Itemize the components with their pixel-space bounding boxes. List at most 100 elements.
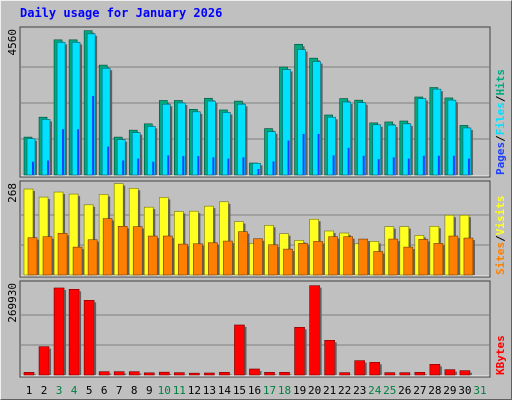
bar-pages [452, 155, 455, 175]
bar-pages [197, 156, 200, 175]
bar-sites-shadow [322, 243, 325, 275]
day-label: 1 [26, 384, 33, 397]
bar-pages [62, 129, 65, 175]
bar-kbytes [219, 372, 230, 376]
bar-pages [362, 155, 365, 175]
bar-sites [208, 242, 218, 276]
bar-sites-shadow [97, 241, 100, 275]
bar-sites-shadow [262, 240, 265, 275]
bar-sites [463, 237, 474, 276]
bar-pages [302, 133, 305, 175]
day-label: 20 [308, 384, 321, 397]
bar-sites [268, 244, 278, 276]
bar-pages [287, 140, 290, 175]
bar-pages [317, 133, 320, 175]
day-label: 18 [278, 384, 291, 397]
bar-sites [253, 238, 263, 276]
bar-sites-shadow [352, 238, 355, 275]
bar-sites [328, 236, 338, 276]
bar-files-shadow [230, 114, 233, 175]
bar-kbytes-shadow [229, 374, 232, 375]
bar-files-shadow [215, 103, 218, 175]
bar-files-shadow [140, 134, 143, 175]
legend-entry: Sites [494, 242, 507, 275]
bar-sites-shadow [397, 241, 400, 275]
bar-files-shadow [395, 127, 398, 175]
panel-max-label: 268 [6, 183, 19, 203]
bar-files-shadow [50, 121, 53, 175]
bar-kbytes [294, 327, 305, 376]
legend-kbytes: KBytes [494, 335, 507, 375]
bar-pages [437, 155, 440, 175]
panel-kbytes [19, 280, 491, 378]
bar-sites-shadow [52, 238, 55, 275]
bar-kbytes-shadow [109, 373, 112, 375]
bar-kbytes [279, 372, 290, 376]
bar-sites [162, 235, 173, 276]
bar-sites-shadow [307, 245, 310, 275]
bar-pages [182, 156, 185, 175]
bar-kbytes [384, 372, 396, 376]
legend-entry: Files [494, 102, 507, 135]
bar-sites [42, 236, 53, 276]
day-label: 8 [131, 384, 138, 397]
bar-files-shadow [245, 106, 248, 175]
bar-pages [332, 155, 335, 175]
bar-sites [72, 246, 83, 276]
bar-sites [102, 218, 113, 276]
bar-sites [388, 238, 399, 276]
bar-visits-shadow [78, 196, 81, 275]
bar-files-shadow [170, 106, 173, 175]
day-label: 19 [293, 384, 306, 397]
legend-entry: Pages [494, 142, 507, 175]
day-label: 17 [263, 384, 276, 397]
day-label: 30 [458, 384, 471, 397]
day-label: 3 [56, 384, 63, 397]
bar-files-shadow [380, 126, 383, 175]
bar-kbytes-shadow [289, 374, 292, 375]
bar-kbytes [234, 324, 245, 376]
bar-sites [27, 237, 38, 276]
bar-pages [242, 157, 245, 175]
bar-sites [418, 239, 429, 276]
bar-visits-shadow [213, 208, 216, 275]
bar-sites [343, 236, 353, 276]
bar-kbytes-shadow [49, 348, 52, 375]
bar-sites-shadow [337, 238, 340, 275]
bar-sites [87, 239, 98, 276]
bar-sites [147, 235, 158, 276]
bar-sites-shadow [82, 249, 85, 275]
day-label: 11 [173, 384, 186, 397]
bar-kbytes [158, 371, 170, 376]
bar-sites-shadow [232, 243, 235, 275]
bar-kbytes-shadow [334, 342, 337, 375]
bar-sites-shadow [382, 253, 385, 275]
bar-kbytes [83, 300, 95, 376]
day-label: 22 [338, 384, 351, 397]
bar-files-shadow [125, 141, 128, 175]
bar-kbytes-shadow [364, 362, 367, 375]
bar-sites-shadow [292, 251, 295, 275]
bar-files-shadow [455, 102, 458, 175]
legend-visits_sites: Sites/Visits [494, 196, 507, 276]
bar-pages [47, 160, 50, 175]
bar-files-shadow [410, 125, 413, 175]
bar-files-shadow [290, 71, 293, 175]
day-label: 9 [146, 384, 153, 397]
day-label: 21 [323, 384, 336, 397]
bar-kbytes [249, 368, 260, 376]
day-label: 12 [188, 384, 201, 397]
bar-kbytes-shadow [439, 366, 442, 375]
bar-files-shadow [35, 140, 37, 175]
bar-sites [298, 243, 308, 276]
bar-files-shadow [350, 104, 353, 175]
day-label: 7 [116, 384, 123, 397]
bar-sites [358, 238, 369, 276]
bar-kbytes [324, 340, 335, 376]
day-label: 6 [101, 384, 108, 397]
bar-sites [117, 226, 128, 276]
bar-files-shadow [470, 129, 473, 175]
day-label: 24 [368, 384, 382, 397]
legend-entry: / [494, 95, 507, 102]
bar-kbytes-shadow [94, 302, 97, 375]
